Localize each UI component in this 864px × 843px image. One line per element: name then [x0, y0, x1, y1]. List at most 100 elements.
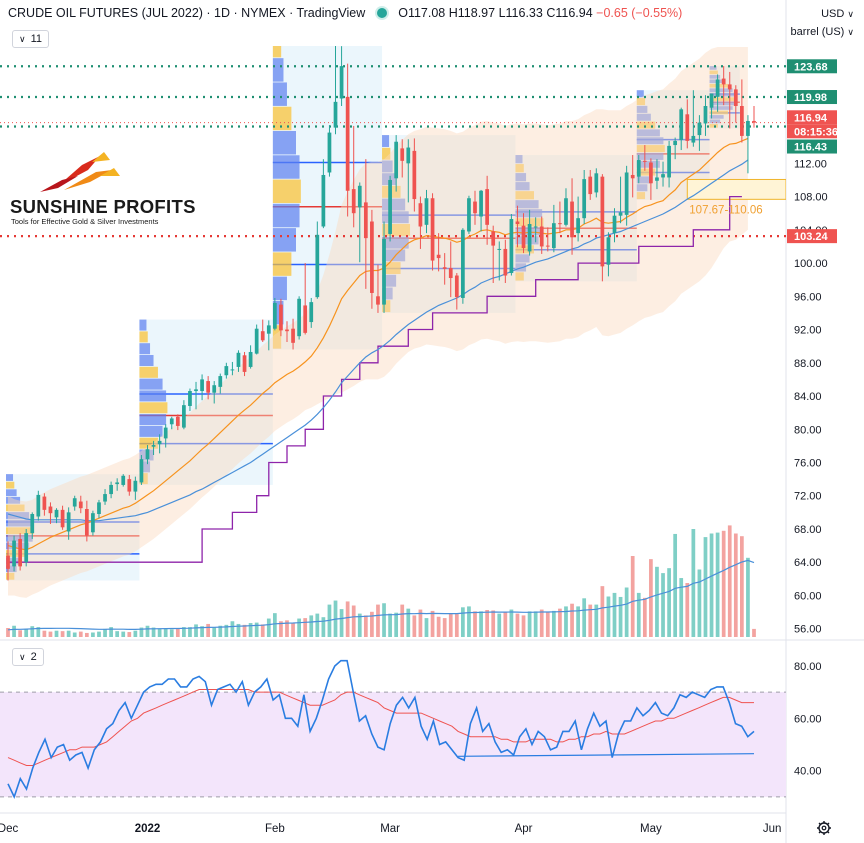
- volume-bar: [339, 609, 344, 637]
- candle-body: [242, 355, 247, 372]
- volume-bar: [545, 612, 550, 637]
- candle-body: [461, 229, 465, 298]
- price-tag-label: 08:15:36: [794, 126, 838, 138]
- profile-bar: [515, 245, 534, 254]
- profile-bar: [636, 121, 656, 129]
- profile-bar: [709, 88, 733, 93]
- volume-bar: [588, 604, 593, 637]
- settings-gear-icon[interactable]: [817, 821, 831, 835]
- profile-bar: [515, 200, 539, 209]
- volume-bar: [630, 556, 635, 637]
- profile-bar: [6, 481, 15, 489]
- zone-label: 107.67-110.06: [689, 204, 762, 216]
- volume-bar: [418, 609, 423, 637]
- candle-body: [545, 245, 550, 247]
- indicators-toggle[interactable]: ∨ 11: [12, 30, 50, 48]
- candle-body: [454, 275, 459, 298]
- price-tag-label: 116.94: [794, 112, 828, 124]
- profile-bar: [139, 414, 167, 426]
- candle-body: [157, 440, 162, 445]
- candle-body: [133, 480, 138, 492]
- change-value: −0.65 (−0.55%): [596, 6, 683, 20]
- candle-body: [78, 501, 83, 509]
- price-tag-bg: [787, 90, 837, 105]
- candle-body: [254, 328, 259, 354]
- candle-body: [357, 185, 362, 208]
- candle-body: [103, 494, 107, 502]
- profile-bar: [272, 46, 282, 58]
- candle-body: [194, 389, 198, 392]
- support-zone-box: [686, 178, 786, 200]
- candle-body: [582, 179, 587, 219]
- volume-bar: [539, 609, 544, 637]
- profile-bar: [382, 236, 409, 249]
- volume-bar: [642, 597, 647, 637]
- candle-body: [406, 147, 411, 164]
- candle-body: [163, 427, 168, 439]
- profile-bar: [139, 343, 151, 355]
- date-axis-label: Dec: [0, 823, 18, 835]
- price-tag-bg: [787, 124, 837, 139]
- volume-bar: [182, 627, 186, 637]
- profile-bar: [6, 519, 33, 527]
- volume-bar: [370, 611, 374, 637]
- candle-body: [618, 212, 623, 216]
- currency-select[interactable]: USD ∨: [821, 8, 854, 20]
- candle-body: [551, 223, 556, 249]
- profile-bar: [272, 203, 300, 228]
- volume-bar: [30, 626, 35, 637]
- candle-body: [321, 174, 326, 227]
- volume-bar: [503, 611, 508, 637]
- unit-select[interactable]: barrel (US) ∨: [791, 26, 854, 38]
- volume-bar: [151, 627, 156, 637]
- price-axis-label: 96.00: [794, 291, 822, 303]
- volume-bar: [188, 627, 192, 637]
- volume-bar: [157, 628, 162, 637]
- candle-body: [333, 101, 338, 128]
- symbol-title: CRUDE OIL FUTURES (JUL 2022) · 1D · NYME…: [8, 6, 366, 20]
- candle-body: [315, 234, 320, 298]
- volume-bar: [679, 578, 684, 637]
- volume-bar: [636, 592, 641, 637]
- candle-body: [430, 198, 435, 261]
- volume-bar: [357, 613, 362, 637]
- profile-bar: [272, 325, 282, 349]
- volume-bar: [606, 596, 611, 637]
- candle-body: [139, 459, 144, 483]
- volume-bar: [230, 621, 235, 637]
- candle-body: [752, 120, 756, 123]
- volume-bar: [454, 614, 459, 637]
- profile-bar: [139, 331, 148, 343]
- candle-body: [588, 176, 593, 195]
- candle-body: [339, 66, 344, 99]
- volume-bar: [248, 623, 253, 637]
- rsi-indicators-toggle[interactable]: ∨ 2: [12, 648, 44, 666]
- profile-bar: [139, 378, 163, 390]
- price-tag-label: 116.43: [794, 142, 827, 154]
- candle-body: [740, 106, 744, 136]
- volume-bar: [558, 608, 562, 637]
- candle-body: [370, 221, 374, 293]
- volume-bar: [733, 533, 738, 637]
- rsi-ma-line: [7, 689, 754, 766]
- candle-body: [485, 189, 490, 225]
- volume-bar: [461, 607, 465, 637]
- price-axis-label: 80.00: [794, 424, 822, 436]
- profile-bar: [709, 110, 729, 115]
- volume-bar: [321, 617, 326, 637]
- volume-bar: [582, 598, 587, 637]
- candle-body: [655, 177, 659, 181]
- volume-bar: [551, 610, 556, 637]
- price-tag-bg: [787, 59, 837, 74]
- rsi-indicators-count: 2: [30, 651, 37, 663]
- volume-bar: [697, 569, 702, 637]
- volume-bar: [266, 618, 271, 637]
- volume-bar: [345, 601, 350, 637]
- volume-bar: [430, 610, 435, 637]
- profile-bar: [382, 249, 406, 262]
- price-tag: 116.43: [787, 139, 837, 154]
- profile-bar: [273, 10, 280, 33]
- candle-body: [576, 218, 580, 234]
- price-tag: 103.24: [787, 229, 837, 244]
